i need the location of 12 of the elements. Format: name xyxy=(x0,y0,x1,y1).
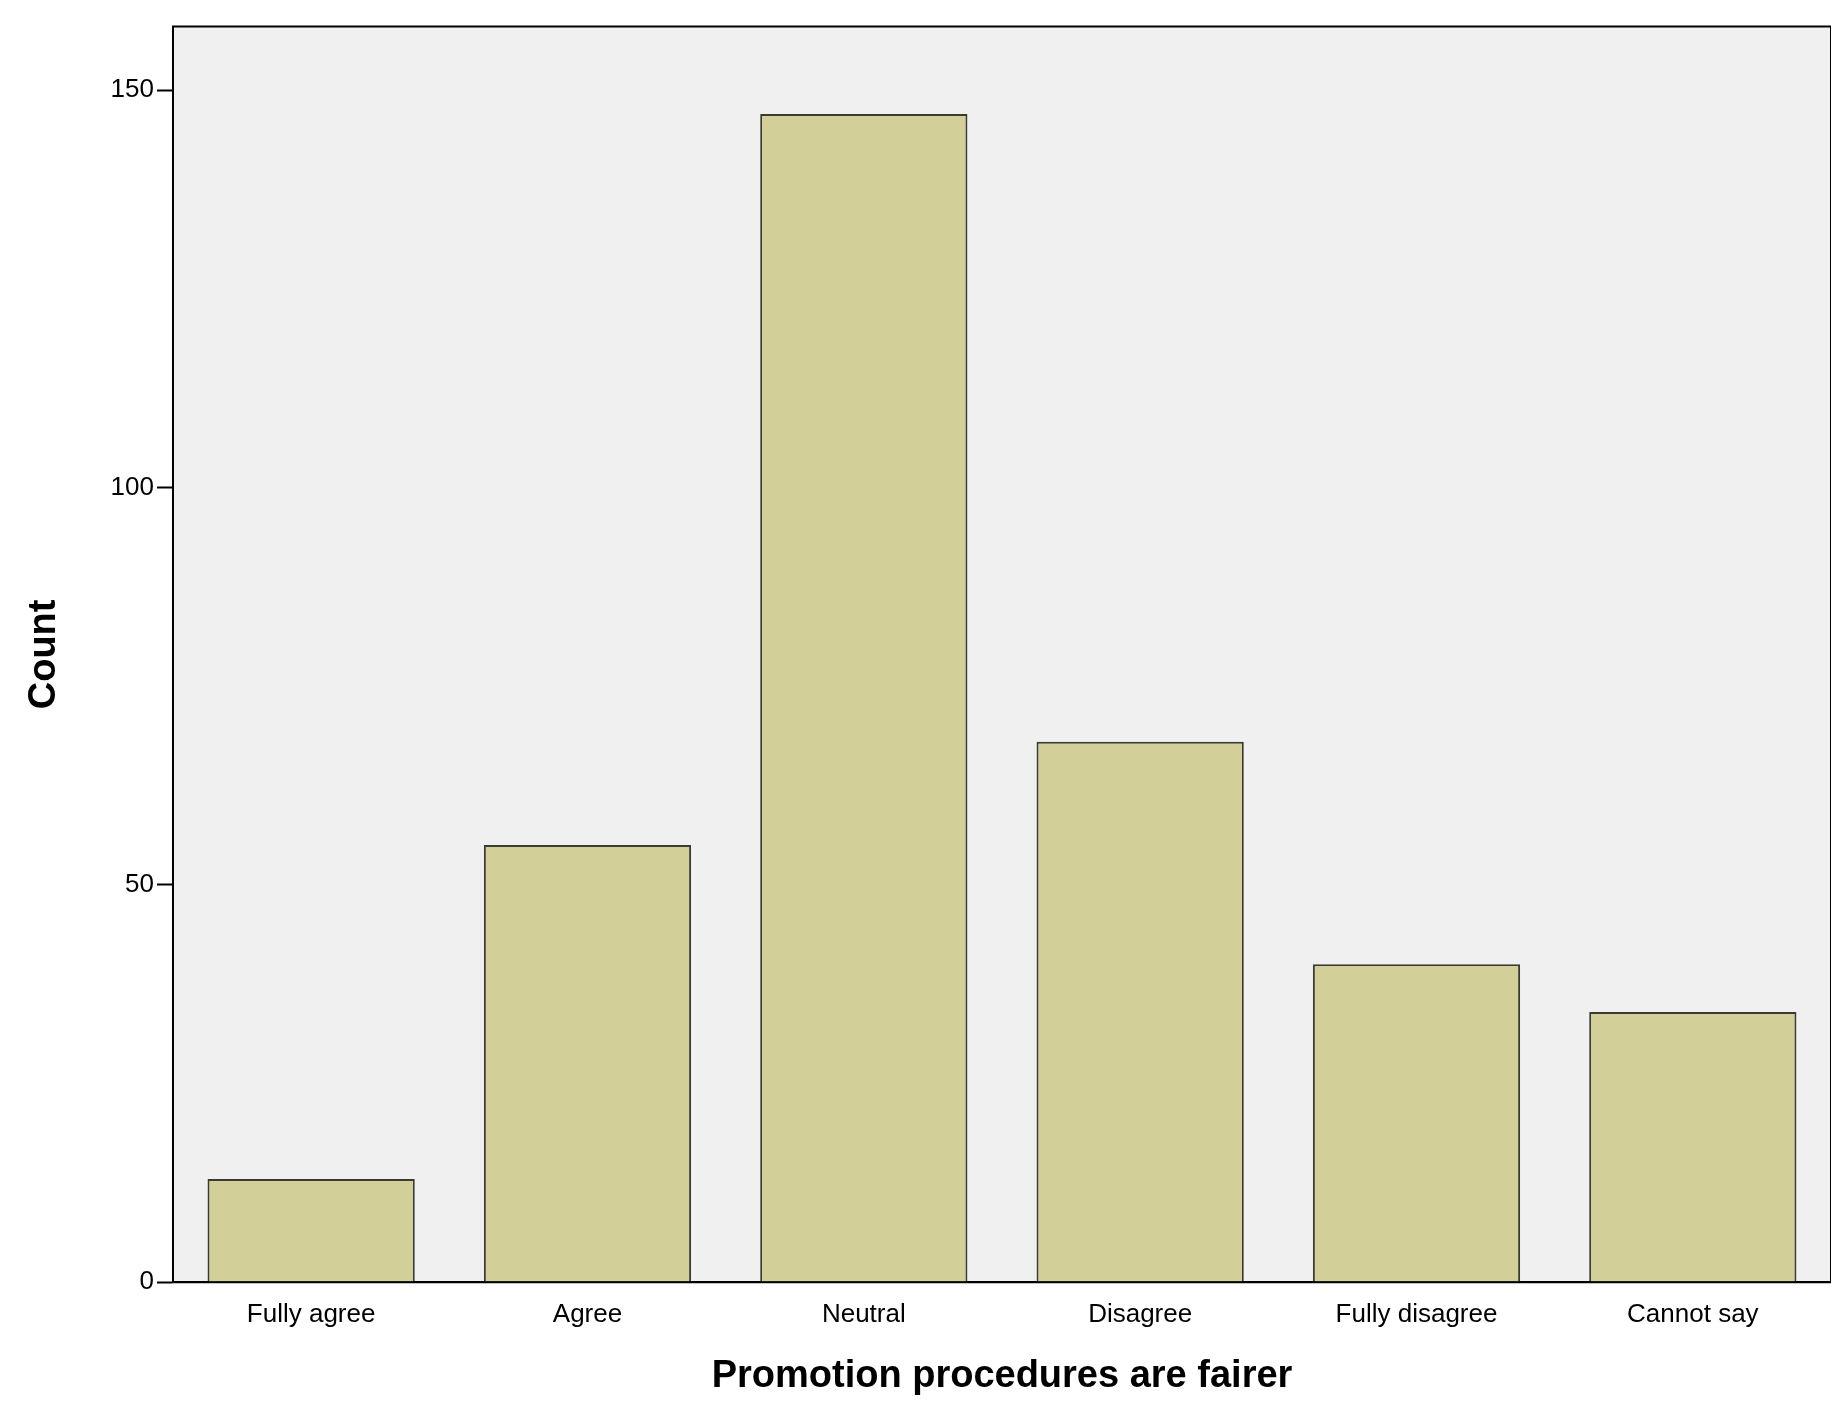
x-tick-label: Fully disagree xyxy=(1335,1297,1498,1328)
x-tick-label: Cannot say xyxy=(1627,1297,1759,1328)
y-tick-label: 100 xyxy=(110,470,154,501)
x-axis-title: Promotion procedures are fairer xyxy=(711,1352,1293,1395)
y-axis-title: Count xyxy=(21,599,64,710)
x-tick-label: Disagree xyxy=(1088,1297,1193,1328)
x-tick-label: Fully agree xyxy=(246,1297,376,1328)
y-tick-label: 50 xyxy=(125,868,154,899)
y-tick-label: 0 xyxy=(139,1265,154,1296)
x-tick-label: Neutral xyxy=(821,1297,906,1328)
y-tick-label: 150 xyxy=(110,73,154,104)
x-tick-label: Agree xyxy=(552,1297,623,1328)
